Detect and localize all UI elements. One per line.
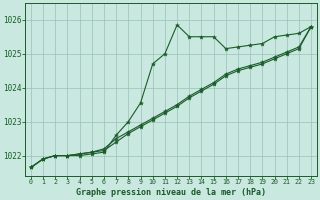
X-axis label: Graphe pression niveau de la mer (hPa): Graphe pression niveau de la mer (hPa) — [76, 188, 266, 197]
